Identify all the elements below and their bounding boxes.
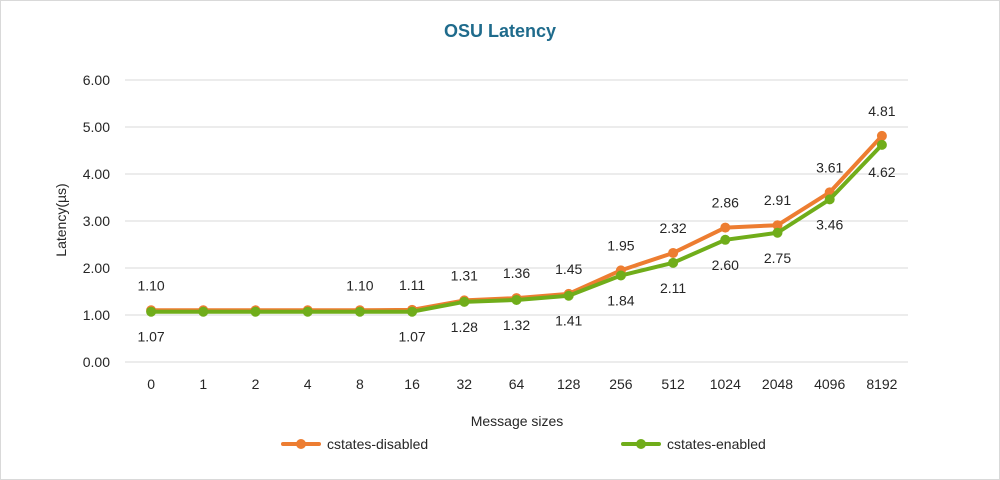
data-labels: 1.10 1.10 1.11 1.31 1.36 1.45 1.95 2.32 2.86 2.91… (137, 103, 895, 345)
y-tick-label: 2.00 (83, 260, 110, 276)
data-point-cstates-disabled (720, 222, 731, 233)
series-line-cstates-enabled (149, 142, 884, 314)
x-tick-label: 128 (557, 376, 581, 392)
x-axis-ticks: 0 1 2 4 8 16 32 64 128 256 512 1024 2048 4096 8192 (147, 376, 897, 392)
data-point-cstates-enabled (772, 227, 783, 238)
data-label-cstates-enabled: 1.07 (137, 329, 164, 345)
data-label-cstates-enabled: 2.11 (660, 280, 686, 296)
data-label-cstates-disabled: 2.86 (712, 195, 739, 211)
data-point-cstates-enabled (720, 234, 731, 245)
x-tick-label: 1024 (710, 376, 741, 392)
y-axis-ticks: 0.00 1.00 2.00 3.00 4.00 5.00 6.00 (83, 72, 110, 370)
x-tick-label: 8192 (866, 376, 897, 392)
legend-label-cstates-disabled: cstates-disabled (327, 436, 428, 452)
data-point-cstates-enabled (302, 306, 313, 317)
data-label-cstates-disabled: 3.61 (816, 159, 843, 175)
data-point-cstates-enabled (668, 257, 679, 268)
x-tick-label: 32 (457, 376, 473, 392)
data-label-cstates-disabled: 4.81 (868, 103, 895, 119)
data-point-cstates-enabled (876, 139, 887, 150)
series-layer (146, 130, 887, 317)
legend-marker-cstates-disabled (296, 439, 306, 449)
data-point-cstates-enabled (146, 306, 157, 317)
data-point-cstates-enabled (407, 306, 418, 317)
data-point-cstates-enabled (354, 306, 365, 317)
x-tick-label: 64 (509, 376, 525, 392)
y-tick-label: 3.00 (83, 213, 110, 229)
data-label-cstates-disabled: 1.45 (555, 261, 582, 277)
data-point-cstates-disabled (876, 130, 887, 141)
y-tick-label: 5.00 (83, 119, 110, 135)
data-point-cstates-enabled (459, 296, 470, 307)
legend-marker-cstates-enabled (636, 439, 646, 449)
x-tick-label: 2 (252, 376, 260, 392)
data-point-cstates-enabled (511, 294, 522, 305)
data-label-cstates-disabled: 1.31 (451, 267, 478, 283)
y-tick-label: 0.00 (83, 354, 110, 370)
data-point-cstates-disabled (668, 247, 679, 258)
x-tick-label: 8 (356, 376, 364, 392)
x-tick-label: 4 (304, 376, 312, 392)
chart-title: OSU Latency (444, 21, 556, 41)
data-label-cstates-enabled: 1.07 (398, 329, 425, 345)
data-point-cstates-enabled (250, 306, 261, 317)
x-tick-label: 2048 (762, 376, 793, 392)
y-tick-label: 6.00 (83, 72, 110, 88)
data-point-cstates-enabled (824, 194, 835, 205)
data-label-cstates-disabled: 2.91 (764, 192, 791, 208)
data-label-cstates-enabled: 1.32 (503, 317, 530, 333)
x-tick-label: 1 (199, 376, 207, 392)
data-label-cstates-disabled: 1.36 (503, 265, 530, 281)
x-tick-label: 512 (661, 376, 685, 392)
data-label-cstates-enabled: 4.62 (868, 164, 895, 180)
legend-label-cstates-enabled: cstates-enabled (667, 436, 766, 452)
y-axis-label: Latency(µs) (53, 183, 69, 256)
data-label-cstates-disabled: 1.11 (399, 277, 425, 293)
x-tick-label: 0 (147, 376, 155, 392)
data-point-cstates-enabled (198, 306, 209, 317)
x-tick-label: 4096 (814, 376, 845, 392)
data-label-cstates-enabled: 1.41 (555, 313, 582, 329)
x-tick-label: 256 (609, 376, 633, 392)
data-label-cstates-enabled: 1.28 (451, 319, 478, 335)
data-label-cstates-disabled: 2.32 (659, 220, 686, 236)
x-tick-label: 16 (404, 376, 420, 392)
data-point-cstates-enabled (615, 270, 626, 281)
data-label-cstates-enabled: 3.46 (816, 216, 843, 232)
y-tick-label: 1.00 (83, 307, 110, 323)
data-point-cstates-enabled (563, 290, 574, 301)
series-line-cstates-disabled (149, 133, 884, 313)
data-label-cstates-enabled: 2.60 (712, 257, 739, 273)
data-label-cstates-disabled: 1.95 (607, 237, 634, 253)
data-label-cstates-enabled: 1.84 (607, 293, 634, 309)
data-label-cstates-disabled: 1.10 (137, 277, 164, 293)
data-label-cstates-disabled: 1.10 (346, 277, 373, 293)
legend: cstates-disabled cstates-enabled (281, 436, 766, 452)
data-label-cstates-enabled: 2.75 (764, 250, 791, 266)
y-tick-label: 4.00 (83, 166, 110, 182)
x-axis-label: Message sizes (471, 413, 564, 429)
data-point-cstates-disabled (772, 220, 783, 231)
